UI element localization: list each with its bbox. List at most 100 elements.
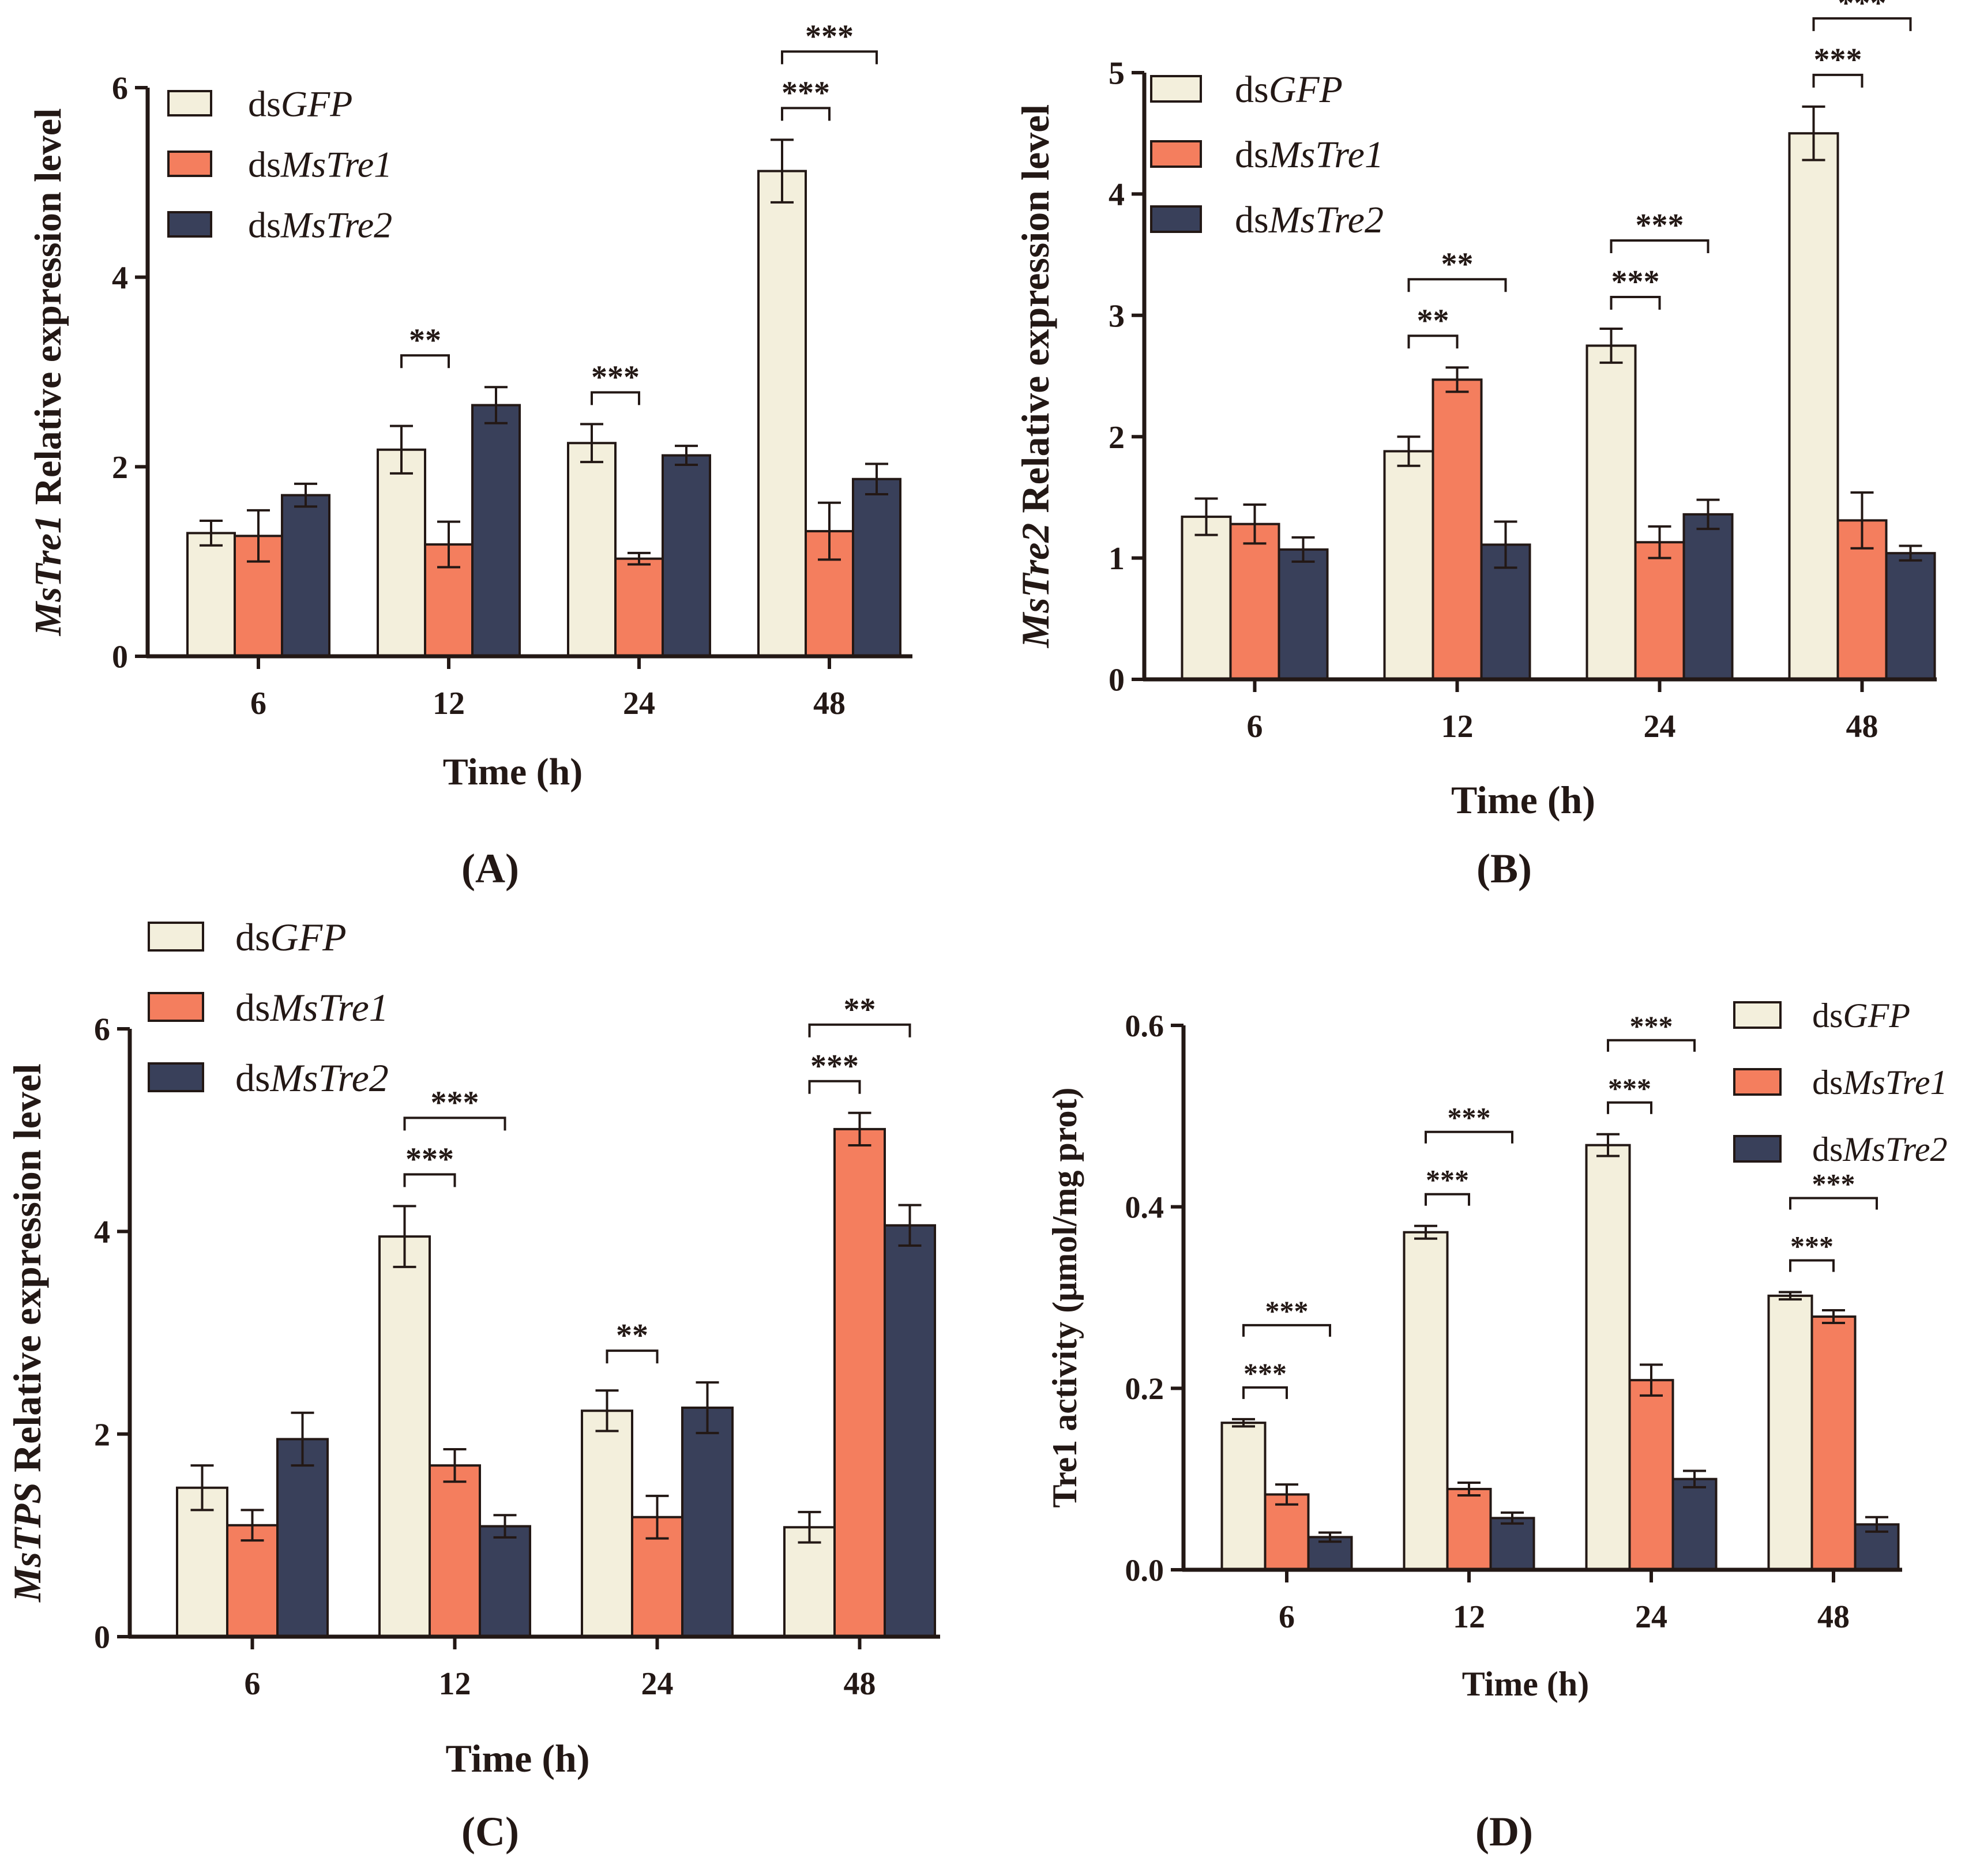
significance-stars: ***	[1608, 1072, 1651, 1104]
x-tick-label: 12	[433, 686, 465, 721]
legend-label-name: MsTre2	[1842, 1130, 1947, 1168]
significance-stars: ***	[805, 18, 854, 54]
legend-label-prefix: ds	[248, 144, 281, 185]
legend-label-prefix: ds	[1235, 134, 1269, 176]
significance-bracket: ***	[1607, 1010, 1696, 1052]
bar-dsgfp-24h	[567, 442, 617, 657]
significance-bracket: **	[1407, 303, 1459, 349]
significance-bracket: ***	[1242, 1357, 1288, 1399]
y-tick-label: 4	[112, 260, 128, 296]
significance-stars: ***	[1243, 1357, 1287, 1389]
legend-label-name: GFP	[1843, 997, 1910, 1035]
y-axis-title-gene: MsTre1	[27, 514, 69, 636]
bar-dsmstre2-6h	[276, 1438, 329, 1638]
bar-dsgfp-6h	[1181, 516, 1232, 681]
significance-bracket-line	[1789, 1259, 1835, 1272]
x-tick-label: 24	[641, 1666, 674, 1702]
bar-dsgfp-12h	[1383, 450, 1434, 681]
bar-dsmstre1-24h	[1634, 541, 1685, 681]
significance-bracket: ***	[1789, 1168, 1878, 1210]
significance-bracket: ***	[781, 18, 878, 65]
significance-stars: **	[844, 992, 876, 1028]
legend-label-prefix: ds	[1812, 1063, 1843, 1101]
x-tick-label: 12	[439, 1666, 471, 1702]
significance-stars: **	[616, 1318, 648, 1354]
significance-bracket-line	[403, 1116, 506, 1131]
bar-dsgfp-48h	[757, 170, 807, 657]
legend-swatch-mstre2	[167, 211, 212, 238]
panel-label: (B)	[1476, 845, 1532, 892]
legend-label: dsMsTre1	[248, 144, 392, 185]
y-axis-title-text: Relative expression level	[1013, 104, 1057, 523]
legend-label-name: GFP	[281, 83, 352, 124]
legend-label-prefix: ds	[1812, 997, 1843, 1035]
y-tick-label: 0.6	[1125, 1009, 1164, 1043]
legend-label-name: MsTre2	[280, 204, 392, 245]
legend-swatch-mstre1	[167, 151, 212, 177]
x-tick-label: 12	[1441, 709, 1474, 745]
legend-swatch-mstre1	[148, 992, 204, 1022]
significance-stars: ***	[1611, 264, 1660, 300]
bar-dsgfp-48h	[1788, 132, 1839, 681]
y-axis-title-text: Tre1 activity (μmol/mg prot)	[1046, 1088, 1084, 1508]
significance-bracket-line	[1242, 1324, 1331, 1337]
significance-bracket: ***	[1425, 1164, 1470, 1206]
legend-label-name: MsTre2	[1268, 199, 1384, 241]
y-tick-label: 0.4	[1125, 1190, 1164, 1225]
x-tick-label: 24	[1635, 1599, 1667, 1635]
x-tick-label: 24	[1644, 709, 1676, 745]
chart-panel-d: 0.0 0.2 0.4 0.6 6 12 24 48 Time (h) Tre1 activity…	[1046, 997, 1948, 1855]
y-tick-label: 5	[1109, 56, 1125, 92]
bar-dsgfp-12h	[1403, 1231, 1449, 1571]
y-tick-label: 0	[1109, 663, 1125, 698]
x-tick-label: 48	[1846, 709, 1878, 745]
significance-bracket-line	[808, 1080, 861, 1094]
legend-label-name: GFP	[270, 915, 346, 959]
y-tick-label: 6	[112, 71, 128, 107]
significance-stars: ***	[1636, 208, 1684, 243]
bar-dsmstre2-24h	[1671, 1478, 1718, 1572]
significance-bracket: ***	[403, 1141, 456, 1187]
bar-dsmstre2-12h	[479, 1525, 531, 1638]
significance-bracket: ***	[1610, 208, 1710, 253]
significance-bracket-line	[1607, 1039, 1696, 1052]
y-axis-title: MsTre1 Relative expression level	[27, 108, 69, 637]
legend-label: dsGFP	[248, 83, 352, 124]
legend-label-prefix: ds	[235, 1056, 270, 1100]
legend-label: dsGFP	[235, 915, 347, 959]
significance-bracket-line	[781, 107, 831, 121]
significance-bracket: ***	[808, 1048, 861, 1094]
significance-stars: ***	[1790, 1230, 1834, 1262]
x-tick-label: 48	[1817, 1599, 1850, 1635]
bar-dsmstre2-24h	[662, 454, 711, 657]
bar-dsmstre2-48h	[1885, 552, 1936, 681]
bar-dsmstre2-12h	[1489, 1517, 1535, 1572]
x-tick-label: 12	[1453, 1599, 1485, 1635]
significance-stars: ***	[1426, 1164, 1469, 1196]
significance-bracket-line	[1407, 334, 1459, 349]
bar-dsmstre2-48h	[852, 478, 901, 657]
legend-swatch-mstre2	[148, 1062, 204, 1092]
significance-bracket-line	[400, 354, 450, 369]
significance-bracket-line	[591, 391, 640, 405]
legend-label-name: MsTre1	[1842, 1063, 1947, 1101]
significance-bracket-line	[1610, 239, 1710, 253]
y-tick-label: 0	[94, 1620, 110, 1656]
legend-swatch-mstre1	[1150, 140, 1202, 168]
legend-swatch-mstre2	[1150, 205, 1202, 233]
legend-label: dsMsTre1	[235, 986, 389, 1029]
significance-bracket-line	[781, 50, 878, 65]
legend-label: dsMsTre2	[248, 204, 392, 245]
y-tick-label: 6	[94, 1012, 110, 1048]
legend-swatch-gfp	[167, 90, 212, 116]
y-axis-title: Tre1 activity (μmol/mg prot)	[1046, 1088, 1084, 1508]
x-axis-title: Time (h)	[443, 751, 583, 793]
significance-bracket: **	[808, 992, 911, 1037]
significance-bracket-line	[1610, 295, 1661, 310]
legend-swatch-gfp	[1150, 75, 1202, 103]
